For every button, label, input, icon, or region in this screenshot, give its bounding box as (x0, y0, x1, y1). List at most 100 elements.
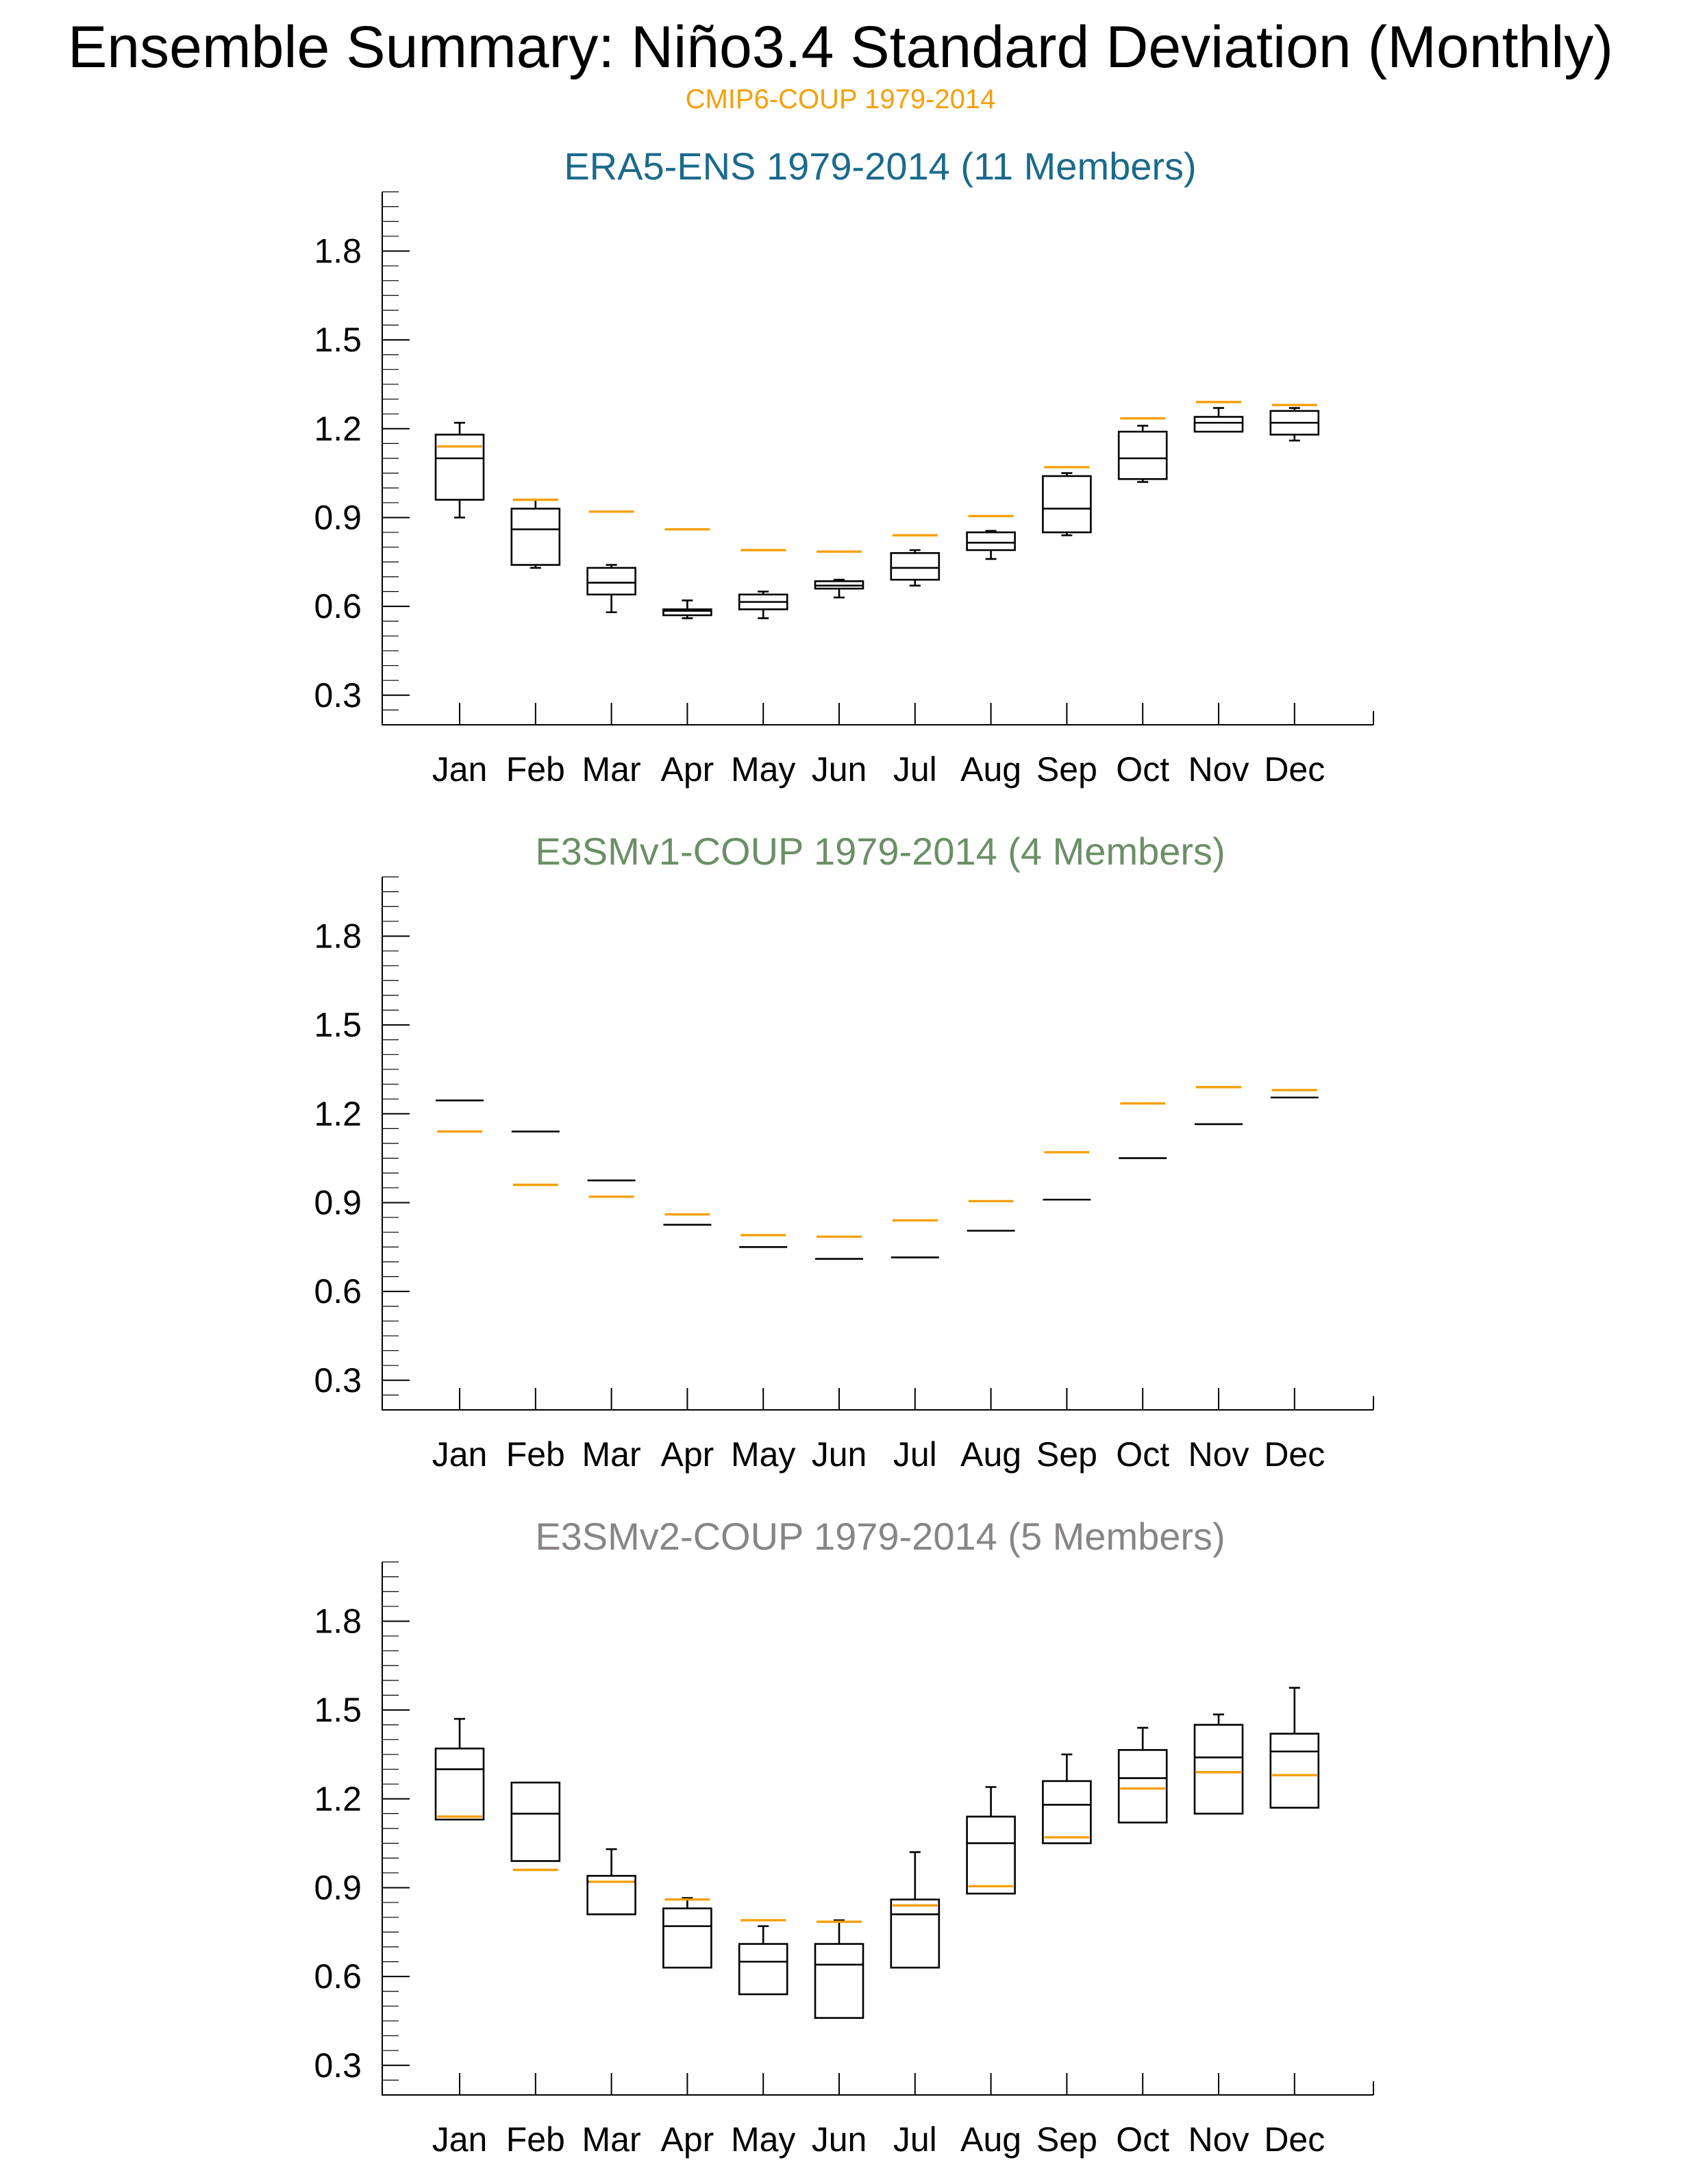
y-tick-label: 1.2 (314, 1780, 362, 1818)
x-tick-label: Feb (506, 750, 565, 789)
box-iqr (510, 508, 561, 566)
axis-frame (382, 1562, 1373, 2096)
box-iqr (1117, 1749, 1168, 1824)
x-tick-label: Jan (432, 1435, 488, 1474)
box-iqr (1042, 1780, 1092, 1844)
x-tick-label: May (731, 1435, 795, 1474)
y-tick-label: 0.9 (314, 498, 362, 536)
box-plot-nov (1193, 407, 1244, 433)
box-iqr (1269, 1733, 1320, 1809)
x-tick-label: Dec (1264, 750, 1325, 789)
box-plot-aug (966, 530, 1016, 560)
x-tick-label: Jun (812, 750, 867, 789)
y-tick-label: 0.3 (314, 1361, 362, 1400)
x-tick-label: Mar (582, 1435, 641, 1474)
x-tick-label: Mar (582, 750, 641, 789)
x-tick-label: Nov (1188, 1435, 1249, 1474)
box-iqr (662, 1907, 712, 1969)
x-tick-label: Apr (660, 1435, 714, 1474)
box-iqr (890, 552, 941, 581)
x-tick-label: Sep (1036, 2120, 1097, 2159)
box-iqr (1193, 416, 1244, 433)
box-iqr (510, 1781, 561, 1862)
box-plot-oct (1117, 1726, 1168, 1824)
plot-area: 0.3 0.6 0.9 1.2 1.5 1.8 Jan Feb Mar Apr May Jun Jul A… (314, 191, 1374, 789)
x-tick-label: Aug (960, 2120, 1021, 2159)
box-plot-jan (434, 1717, 485, 1821)
x-tick-label: Apr (660, 2120, 714, 2159)
y-tick-label: 0.6 (314, 1272, 362, 1311)
box-iqr (738, 1943, 788, 1996)
x-tick-label: Sep (1036, 1435, 1097, 1474)
plot-area: 0.3 0.6 0.9 1.2 1.5 1.8 Jan Feb Mar Apr May Jun Jul A… (314, 876, 1374, 1474)
y-tick-label: 1.2 (314, 1095, 362, 1133)
box-plot-dec (1269, 1687, 1320, 1809)
box-iqr (434, 434, 485, 501)
y-tick-label: 0.9 (314, 1868, 362, 1907)
y-tick-label: 0.9 (314, 1183, 362, 1221)
x-tick-label: Dec (1264, 2120, 1325, 2159)
figure-subtitle: CMIP6-COUP 1979-2014 (686, 84, 996, 114)
box-plot-may (738, 1925, 788, 1996)
x-tick-label: Jul (893, 1435, 937, 1474)
y-tick-label: 1.8 (314, 917, 362, 955)
box-plot-feb (510, 1781, 561, 1862)
box-iqr (434, 1748, 485, 1821)
box-iqr (814, 1943, 864, 2019)
y-tick-label: 1.8 (314, 1602, 362, 1640)
panel-e3smv2-coup: E3SMv2-COUP 1979-2014 (5 Members) 0.3 0.6… (314, 1515, 1374, 2159)
box-plot-jul (890, 1851, 941, 1969)
x-tick-label: Oct (1116, 1435, 1169, 1474)
y-tick-label: 0.3 (314, 676, 362, 715)
box-plot-oct (1117, 425, 1168, 483)
x-tick-label: Feb (506, 2120, 565, 2159)
panel-e3smv1-coup: E3SMv1-COUP 1979-2014 (4 Members) 0.3 0.6… (314, 830, 1374, 1474)
x-tick-label: Feb (506, 1435, 565, 1474)
x-tick-label: Jul (893, 2120, 937, 2159)
y-tick-label: 1.5 (314, 1691, 362, 1729)
box-iqr (1042, 475, 1092, 534)
figure-title: Ensemble Summary: Niño3.4 Standard Devia… (68, 14, 1613, 80)
y-tick-label: 1.8 (314, 232, 362, 270)
y-tick-label: 1.2 (314, 410, 362, 448)
x-tick-label: Oct (1116, 750, 1169, 789)
box-iqr (1117, 430, 1168, 480)
y-tick-label: 1.5 (314, 321, 362, 359)
axis-frame (382, 192, 1373, 725)
box-plot-may (738, 591, 788, 619)
x-tick-label: Oct (1116, 2120, 1169, 2159)
panel-title: E3SMv2-COUP 1979-2014 (5 Members) (535, 1515, 1225, 1558)
box-plot-mar (586, 564, 636, 614)
box-plot-jul (890, 549, 941, 587)
x-tick-label: Aug (960, 750, 1021, 789)
panel-title: E3SMv1-COUP 1979-2014 (4 Members) (535, 830, 1225, 873)
box-plot-dec (1269, 407, 1320, 442)
box-iqr (586, 567, 636, 596)
y-tick-label: 0.6 (314, 587, 362, 625)
box-plot-apr (662, 599, 712, 619)
x-tick-label: Jan (432, 2120, 488, 2159)
box-plot-jan (434, 421, 485, 519)
y-tick-label: 0.3 (314, 2046, 362, 2085)
plot-area: 0.3 0.6 0.9 1.2 1.5 1.8 Jan Feb Mar Apr May Jun Jul A… (314, 1561, 1374, 2159)
x-tick-label: Nov (1188, 2120, 1249, 2159)
x-tick-label: Jun (812, 1435, 867, 1474)
box-iqr (966, 531, 1016, 551)
box-plot-aug (966, 1786, 1016, 1895)
x-tick-label: Dec (1264, 1435, 1325, 1474)
box-iqr (890, 1898, 941, 1969)
box-iqr (966, 1815, 1016, 1895)
x-tick-label: Jul (893, 750, 937, 789)
x-tick-label: Sep (1036, 750, 1097, 789)
box-plot-jun (814, 1919, 864, 2019)
x-tick-label: May (731, 2120, 795, 2159)
box-iqr (1193, 1724, 1244, 1815)
axis-frame (382, 877, 1373, 1411)
x-tick-label: Aug (960, 1435, 1021, 1474)
x-tick-label: Apr (660, 750, 714, 789)
y-tick-label: 1.5 (314, 1006, 362, 1044)
x-tick-label: Jun (812, 2120, 867, 2159)
box-plot-sep (1042, 1753, 1092, 1844)
panel-title: ERA5-ENS 1979-2014 (11 Members) (564, 145, 1196, 188)
